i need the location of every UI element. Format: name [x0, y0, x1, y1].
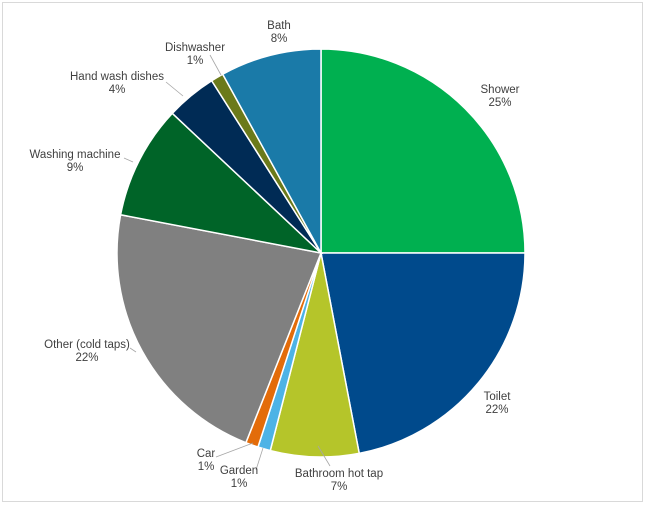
pie-slice-bath [221, 48, 322, 254]
pie-slice-toilet [320, 252, 526, 455]
slice-label-dishwasher: Dishwasher [165, 42, 225, 54]
slice-value-car: 1% [198, 461, 215, 473]
slice-value-hand-wash-dishes: 4% [109, 84, 126, 96]
slice-value-bathroom-hot-tap: 7% [331, 481, 348, 493]
leader-lines [123, 54, 331, 471]
slice-label-shower: Shower [481, 84, 520, 96]
leader-line [317, 445, 331, 467]
slice-label-other-cold-taps: Other (cold taps) [44, 339, 130, 351]
pie-slices [116, 48, 526, 458]
slice-value-shower: 25% [488, 97, 511, 109]
leader-line [215, 442, 254, 458]
slice-value-other-cold-taps: 22% [75, 352, 98, 364]
pie-slice-washing-machine [119, 112, 324, 255]
slice-value-garden: 1% [231, 478, 248, 490]
leader-line [123, 157, 134, 163]
pie-slice-other-cold-taps [116, 213, 323, 444]
slice-value-bath: 8% [271, 33, 288, 45]
slice-label-bath: Bath [267, 20, 291, 32]
pie-slice-shower [320, 48, 526, 254]
slice-label-car: Car [197, 448, 216, 460]
leader-line [209, 54, 222, 76]
slice-label-hand-wash-dishes: Hand wash dishes [70, 71, 164, 83]
slice-label-garden: Garden [220, 465, 258, 477]
leader-line [255, 447, 264, 471]
slice-value-dishwasher: 1% [187, 55, 204, 67]
slice-label-bathroom-hot-tap: Bathroom hot tap [295, 468, 383, 480]
slice-label-washing-machine: Washing machine [30, 149, 121, 161]
slice-value-washing-machine: 9% [67, 162, 84, 174]
slice-value-toilet: 22% [485, 404, 508, 416]
leader-line [129, 347, 137, 353]
leader-line [165, 81, 184, 97]
slice-label-toilet: Toilet [484, 391, 512, 403]
